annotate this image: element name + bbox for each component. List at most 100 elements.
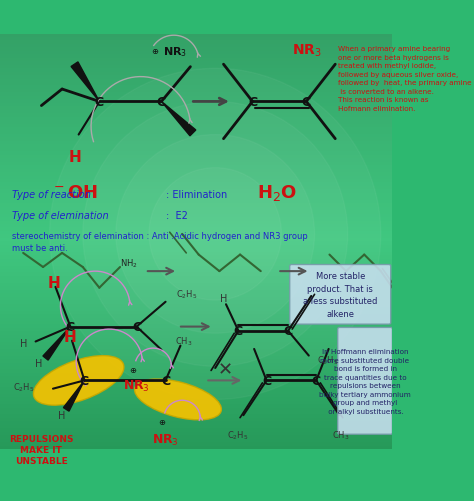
Bar (0, 380, 392, 384)
Bar (0, 73, 392, 76)
Text: In Hoffmann elimination
more substituted double
bond is formed in
trace quantiti: In Hoffmann elimination more substituted… (319, 349, 411, 414)
Bar (0, 390, 392, 394)
Bar (0, 335, 392, 339)
Bar (0, 162, 392, 166)
Text: C$_2$H$_5$: C$_2$H$_5$ (176, 288, 198, 300)
Bar (0, 42, 392, 45)
Bar (0, 339, 392, 342)
Bar (0, 356, 392, 359)
Bar (0, 242, 392, 245)
Bar (0, 107, 392, 111)
Bar (0, 80, 392, 83)
Bar (0, 148, 392, 152)
Bar (0, 352, 392, 356)
Bar (0, 270, 392, 273)
Bar (0, 190, 392, 193)
Text: C: C (95, 96, 104, 109)
Bar (0, 245, 392, 249)
Bar (0, 173, 392, 176)
Bar (0, 204, 392, 207)
Bar (0, 325, 392, 328)
Text: C: C (302, 96, 311, 109)
Text: Type of elemination: Type of elemination (12, 210, 109, 220)
Bar (0, 214, 392, 217)
Bar (0, 221, 392, 224)
Text: REPULSIONS
MAKE IT
UNSTABLE: REPULSIONS MAKE IT UNSTABLE (9, 434, 73, 465)
Bar (0, 166, 392, 169)
Bar (0, 155, 392, 159)
Bar (0, 111, 392, 114)
Text: ⊕: ⊕ (129, 365, 136, 374)
Bar (0, 224, 392, 228)
Text: NR$_3$: NR$_3$ (123, 378, 150, 393)
Text: Type of reaction: Type of reaction (12, 190, 91, 200)
Bar (0, 397, 392, 401)
Bar (0, 442, 392, 446)
Text: C: C (157, 96, 166, 109)
Bar (0, 45, 392, 48)
Bar (0, 35, 392, 38)
Ellipse shape (135, 379, 221, 420)
Bar (0, 266, 392, 270)
Bar (0, 55, 392, 59)
Bar (0, 366, 392, 370)
Bar (0, 211, 392, 214)
Polygon shape (43, 327, 70, 360)
Polygon shape (64, 381, 84, 411)
Bar (0, 66, 392, 69)
Bar (0, 86, 392, 90)
Text: C$_2$H$_5$: C$_2$H$_5$ (227, 428, 248, 441)
Bar (0, 284, 392, 287)
Text: must be anti.: must be anti. (12, 244, 68, 253)
Text: C: C (248, 96, 257, 109)
Text: :  E2: : E2 (165, 210, 187, 220)
Bar (0, 193, 392, 197)
Text: H: H (220, 293, 227, 303)
Text: ✕: ✕ (218, 360, 233, 378)
Bar (0, 308, 392, 311)
Text: ⊕: ⊕ (158, 417, 165, 426)
Bar (0, 273, 392, 277)
Bar (0, 38, 392, 42)
Bar (0, 169, 392, 173)
Bar (0, 186, 392, 190)
Bar (0, 69, 392, 73)
Bar (0, 432, 392, 435)
Text: C: C (66, 321, 75, 334)
Bar (0, 259, 392, 263)
Bar (0, 235, 392, 238)
Bar (0, 404, 392, 408)
Bar (0, 104, 392, 107)
Bar (0, 342, 392, 346)
Bar (0, 249, 392, 252)
Bar (0, 315, 392, 318)
Bar (0, 290, 392, 294)
Bar (0, 373, 392, 377)
Ellipse shape (33, 356, 124, 405)
Text: : Elimination: : Elimination (165, 190, 227, 200)
FancyBboxPatch shape (290, 265, 391, 325)
Bar (0, 401, 392, 404)
Bar (0, 228, 392, 231)
Bar (0, 197, 392, 200)
Bar (0, 428, 392, 432)
Bar (0, 359, 392, 363)
Bar (0, 415, 392, 418)
Bar (0, 363, 392, 366)
Text: CH$_3$: CH$_3$ (332, 428, 350, 441)
Bar (0, 287, 392, 290)
Bar (0, 425, 392, 428)
Text: NR$_3$: NR$_3$ (292, 43, 321, 59)
Bar (0, 124, 392, 128)
Text: NR$_3$: NR$_3$ (163, 46, 187, 59)
Bar (0, 142, 392, 145)
Text: C: C (80, 374, 89, 387)
Bar (0, 252, 392, 256)
Text: C$_2$H$_5$: C$_2$H$_5$ (13, 381, 35, 393)
Bar (0, 418, 392, 421)
Text: H: H (63, 330, 76, 344)
Bar (0, 100, 392, 104)
Bar (0, 62, 392, 66)
Bar (0, 90, 392, 93)
Text: C: C (132, 321, 141, 334)
